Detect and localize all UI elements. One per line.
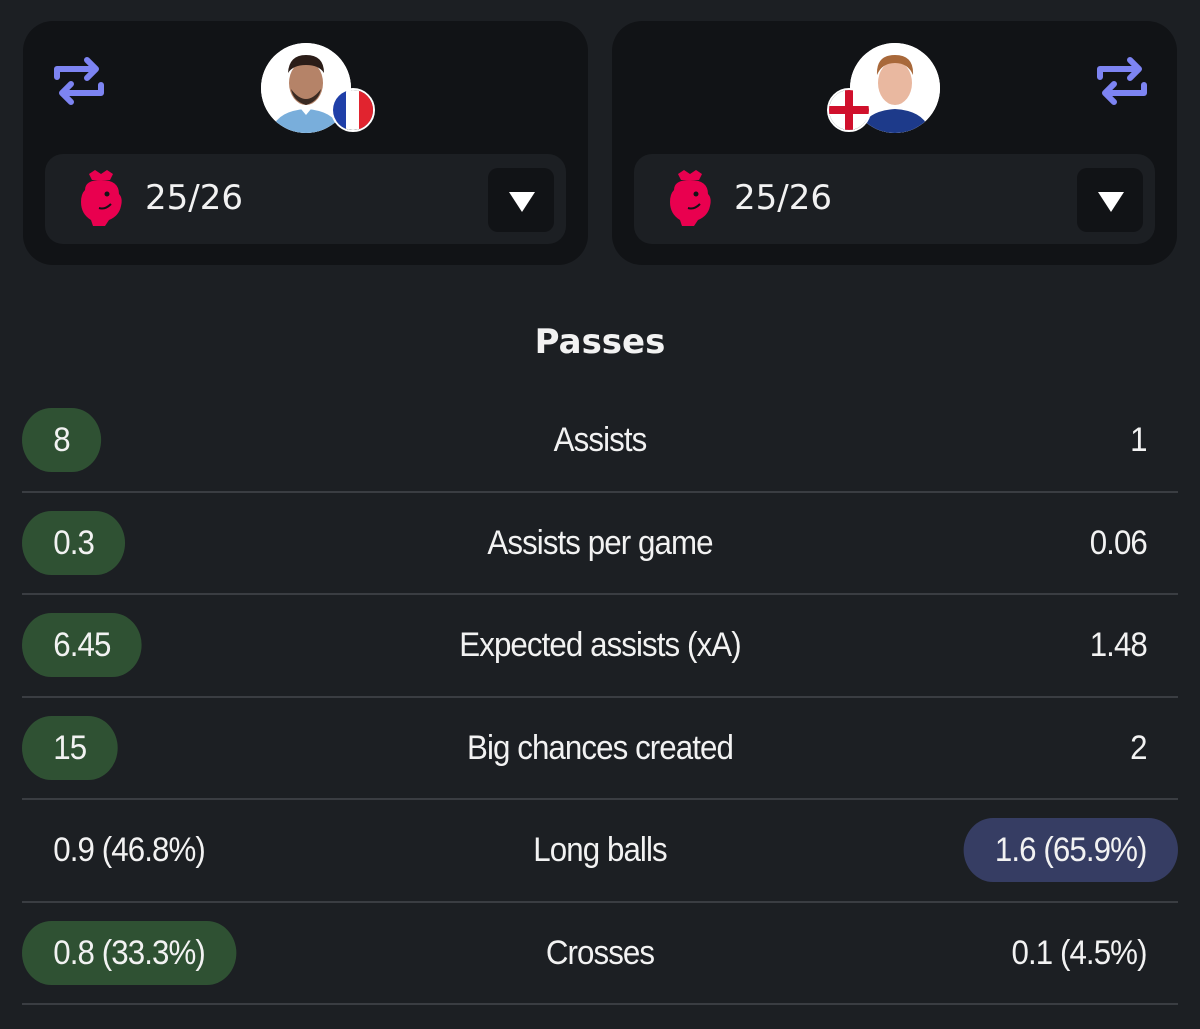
season-dropdown-button[interactable] [1077, 168, 1143, 232]
flag-france-icon [331, 88, 375, 132]
divider [22, 695, 1178, 698]
stat-row-assists: 8 Assists 1 [0, 390, 1200, 493]
stat-row-crosses: 0.8 (33.3%) Crosses 0.1 (4.5%) [0, 903, 1200, 1005]
divider [22, 798, 1178, 800]
divider [22, 490, 1178, 493]
player-card-left: 25/26 [23, 21, 588, 265]
stat-value-left: 8 [22, 408, 102, 472]
stats-list: 8 Assists 1 0.3 Assists per game 0.06 6.… [0, 390, 1200, 1005]
stat-label: Assists per game [487, 523, 713, 562]
section-title: Passes [534, 322, 666, 362]
divider [22, 900, 1178, 903]
stat-value-right: 1 [1130, 421, 1147, 459]
swap-icon[interactable] [49, 51, 109, 111]
stat-value-right: 2 [1130, 728, 1147, 767]
season-label: 25/26 [145, 178, 243, 218]
stat-row-long-balls: 0.9 (46.8%) Long balls 1.6 (65.9%) [0, 800, 1200, 903]
stat-value-right: 1.48 [1089, 626, 1148, 664]
season-dropdown-button[interactable] [488, 168, 554, 232]
stat-row-expected-assists: 6.45 Expected assists (xA) 1.48 [0, 595, 1200, 698]
stat-value-right: 0.1 (4.5%) [1011, 933, 1148, 972]
premier-league-logo-icon [670, 170, 711, 226]
flag-england-icon [827, 88, 871, 132]
stat-row-big-chances-created: 15 Big chances created 2 [0, 698, 1200, 800]
stat-label: Big chances created [467, 728, 734, 767]
caret-down-icon [509, 192, 535, 212]
stat-label: Crosses [545, 933, 655, 972]
swap-icon[interactable] [1092, 51, 1152, 111]
stat-value-left: 0.3 [22, 510, 126, 575]
premier-league-logo-icon [81, 170, 122, 226]
stat-value-left: 0.8 (33.3%) [22, 920, 237, 985]
player-avatar-left[interactable] [261, 43, 351, 133]
stat-value-left: 6.45 [22, 613, 142, 677]
stat-value-left: 15 [22, 715, 118, 780]
season-label: 25/26 [734, 178, 832, 218]
stat-label: Long balls [533, 831, 667, 869]
stat-label: Assists [553, 421, 648, 459]
stat-value-right: 0.06 [1089, 523, 1148, 562]
stat-row-assists-per-game: 0.3 Assists per game 0.06 [0, 493, 1200, 595]
divider [22, 1003, 1178, 1005]
stat-value-left: 0.9 (46.8%) [53, 831, 206, 869]
player-compare-header: 25/26 [0, 0, 1200, 288]
season-selector-left[interactable]: 25/26 [45, 154, 566, 244]
stat-label: Expected assists (xA) [459, 626, 741, 664]
stat-value-right: 1.6 (65.9%) [963, 818, 1178, 882]
divider [22, 593, 1178, 595]
player-card-right: 25/26 [612, 21, 1177, 265]
caret-down-icon [1098, 192, 1124, 212]
season-selector-right[interactable]: 25/26 [634, 154, 1155, 244]
